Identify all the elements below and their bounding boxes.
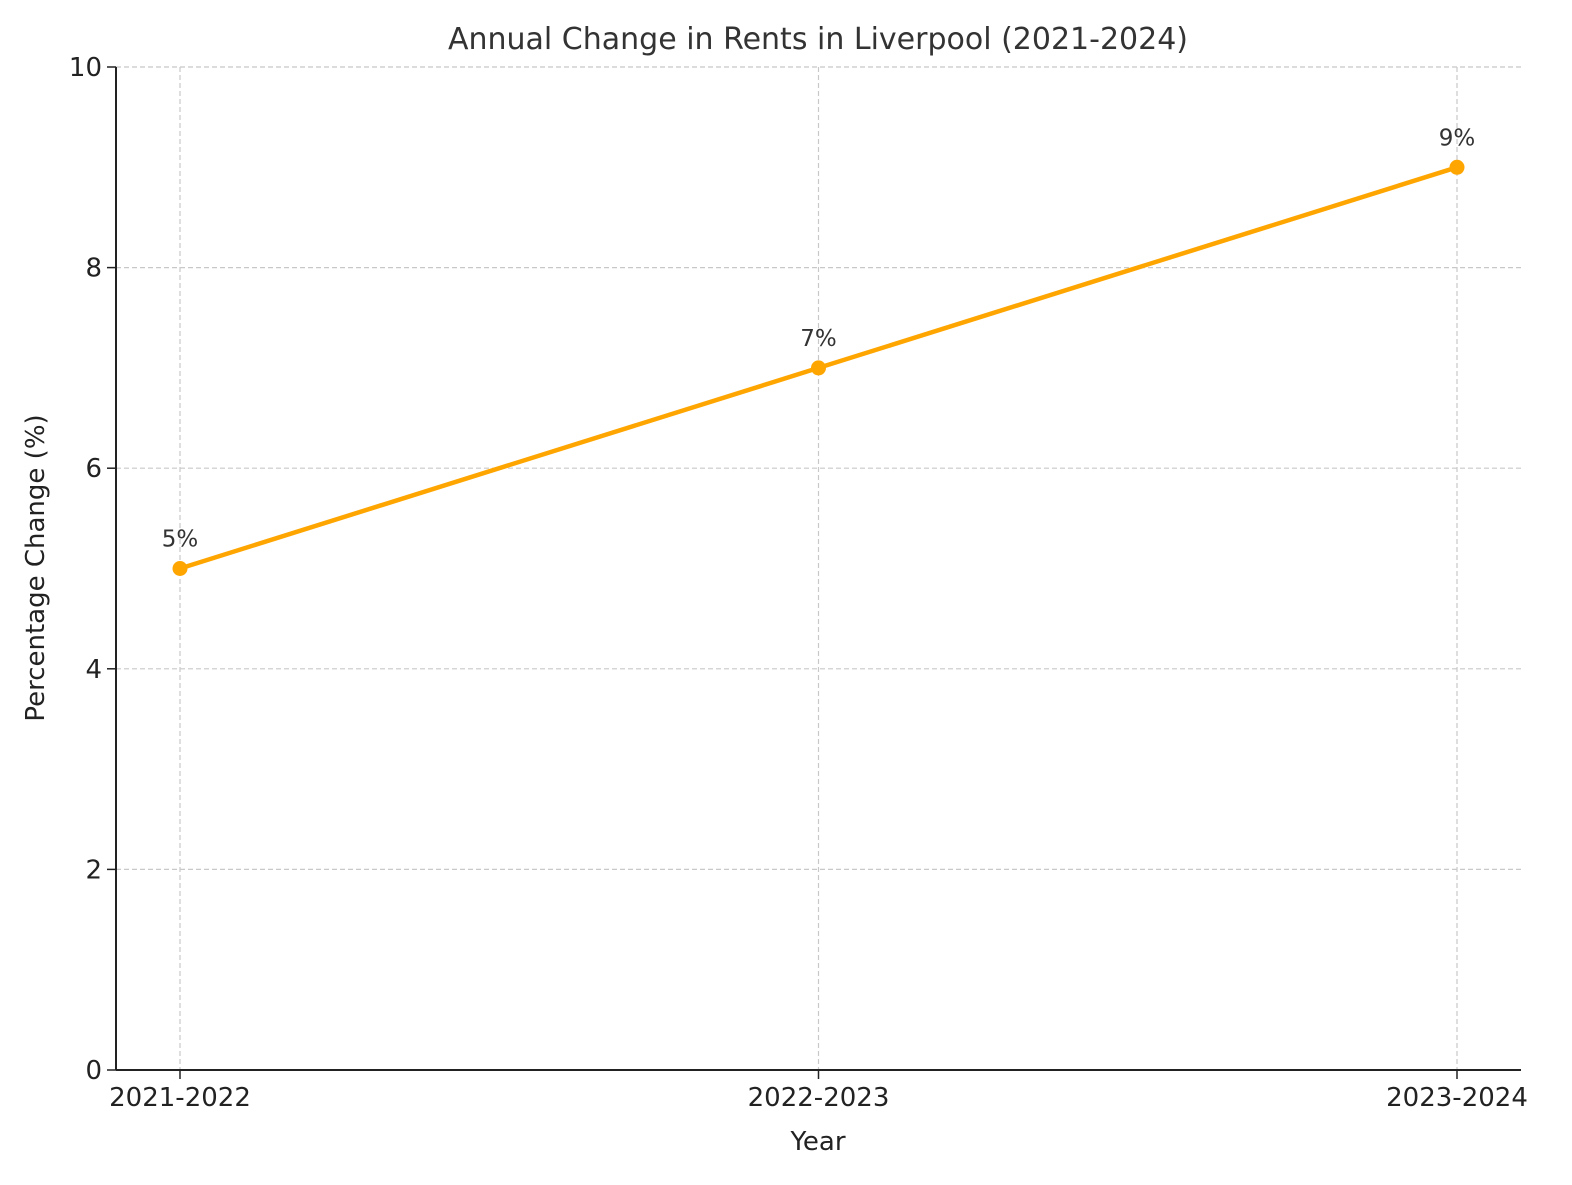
x-tick-label: 2021-2022	[109, 1083, 251, 1113]
y-tick-label: 6	[85, 454, 102, 484]
y-tick-label: 10	[69, 53, 102, 83]
chart-title: Annual Change in Rents in Liverpool (202…	[448, 22, 1188, 57]
data-point	[1449, 159, 1465, 175]
data-label: 7%	[800, 326, 837, 352]
y-tick-label: 4	[85, 655, 102, 685]
x-axis-label: Year	[789, 1127, 845, 1157]
y-tick-label: 2	[85, 855, 102, 885]
y-tick-label: 0	[85, 1056, 102, 1086]
y-axis-label: Percentage Change (%)	[21, 414, 51, 721]
data-label: 9%	[1439, 125, 1476, 151]
data-label: 5%	[162, 527, 199, 553]
x-tick-label: 2023-2024	[1386, 1083, 1528, 1113]
y-tick-label: 8	[85, 254, 102, 284]
data-point	[811, 360, 826, 376]
data-point	[172, 561, 188, 576]
x-tick-label: 2022-2023	[748, 1083, 890, 1113]
